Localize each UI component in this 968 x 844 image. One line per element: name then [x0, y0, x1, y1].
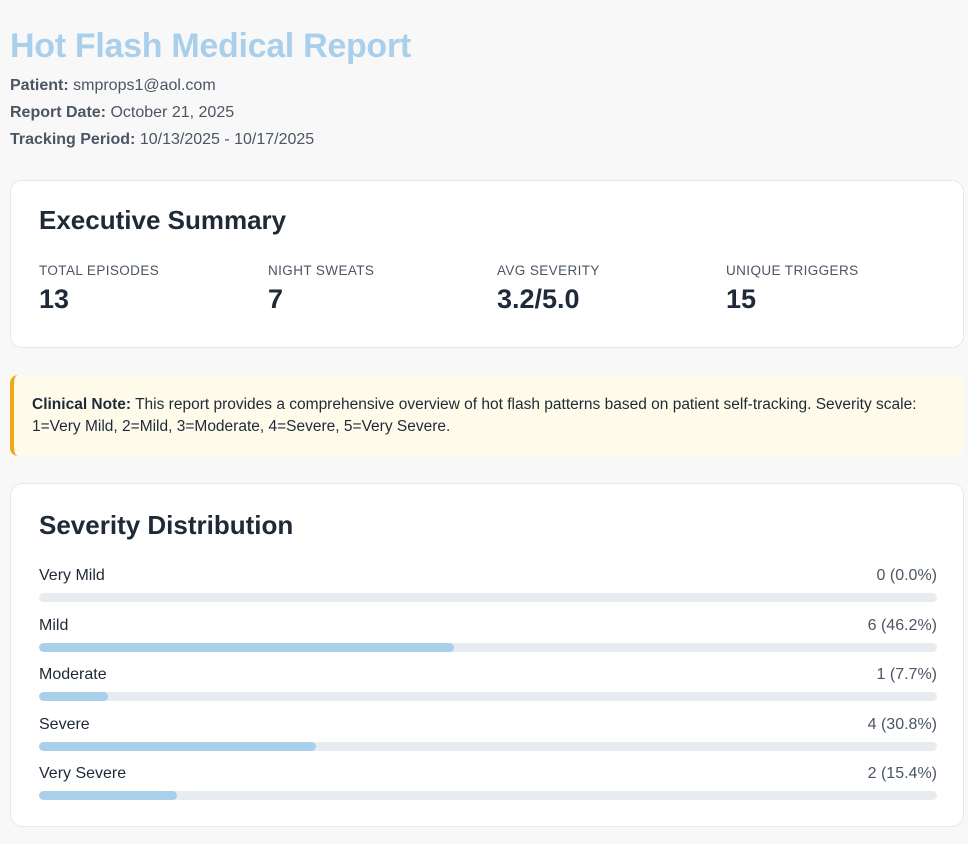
- stat-value: 13: [39, 284, 70, 314]
- tracking-period-value: 10/13/2025 - 10/17/2025: [139, 131, 315, 148]
- severity-label: Very Severe: [39, 765, 127, 782]
- report-date-value: October 21, 2025: [110, 104, 235, 121]
- severity-count: 2 (15.4%): [867, 765, 937, 782]
- stat-value: 15: [726, 284, 757, 314]
- distribution-row-mild: Mild 6 (46.2%): [39, 617, 937, 657]
- clinical-note-text: This report provides a comprehensive ove…: [32, 396, 917, 435]
- stat-unique-triggers: Unique Triggers 15: [726, 263, 946, 315]
- distribution-row-severe: Severe 4 (30.8%): [39, 716, 937, 756]
- tracking-period-label: Tracking Period:: [10, 131, 136, 148]
- stat-label: Unique Triggers: [726, 263, 859, 278]
- severity-count: 6 (46.2%): [867, 617, 937, 634]
- severity-count: 4 (30.8%): [867, 716, 937, 733]
- stat-label: Avg Severity: [497, 263, 600, 278]
- severity-bar-fill: [39, 692, 109, 701]
- stat-total-episodes: Total Episodes 13: [39, 263, 259, 315]
- clinical-note-label: Clinical Note:: [32, 396, 132, 413]
- patient-label: Patient:: [10, 77, 69, 94]
- severity-bar-track: [39, 593, 937, 602]
- severity-distribution-title: Severity Distribution: [39, 510, 294, 540]
- stat-label: Total Episodes: [39, 263, 160, 278]
- executive-summary-card: Executive Summary Total Episodes 13 Nigh…: [10, 180, 964, 348]
- tracking-period-line: Tracking Period: 10/13/2025 - 10/17/2025: [10, 131, 314, 149]
- distribution-row-moderate: Moderate 1 (7.7%): [39, 666, 937, 706]
- severity-label: Moderate: [39, 666, 107, 683]
- severity-bar-track: [39, 643, 937, 652]
- severity-bar-fill: [39, 643, 454, 652]
- executive-summary-title: Executive Summary: [39, 205, 287, 235]
- patient-value: smprops1@aol.com: [73, 77, 216, 94]
- report-date-line: Report Date: October 21, 2025: [10, 104, 234, 122]
- severity-distribution-card: Severity Distribution Very Mild 0 (0.0%)…: [10, 483, 964, 827]
- report-date-label: Report Date:: [10, 104, 107, 121]
- severity-count: 0 (0.0%): [876, 567, 937, 584]
- severity-count: 1 (7.7%): [876, 666, 937, 683]
- severity-label: Very Mild: [39, 567, 105, 584]
- stat-night-sweats: Night Sweats 7: [268, 263, 488, 315]
- clinical-note: Clinical Note: This report provides a co…: [10, 375, 964, 456]
- severity-bar-track: [39, 791, 937, 800]
- severity-bar-fill: [39, 791, 178, 800]
- severity-label: Severe: [39, 716, 90, 733]
- patient-line: Patient: smprops1@aol.com: [10, 77, 216, 95]
- severity-bar-track: [39, 742, 937, 751]
- distribution-row-very-mild: Very Mild 0 (0.0%): [39, 567, 937, 607]
- stat-avg-severity: Avg Severity 3.2/5.0: [497, 263, 717, 315]
- distribution-row-very-severe: Very Severe 2 (15.4%): [39, 765, 937, 805]
- stat-value: 7: [268, 284, 284, 314]
- report-title: Hot Flash Medical Report: [10, 27, 411, 65]
- severity-bar-fill: [39, 742, 316, 751]
- stat-value: 3.2/5.0: [497, 284, 580, 314]
- severity-bar-track: [39, 692, 937, 701]
- severity-label: Mild: [39, 617, 69, 634]
- stat-label: Night Sweats: [268, 263, 375, 278]
